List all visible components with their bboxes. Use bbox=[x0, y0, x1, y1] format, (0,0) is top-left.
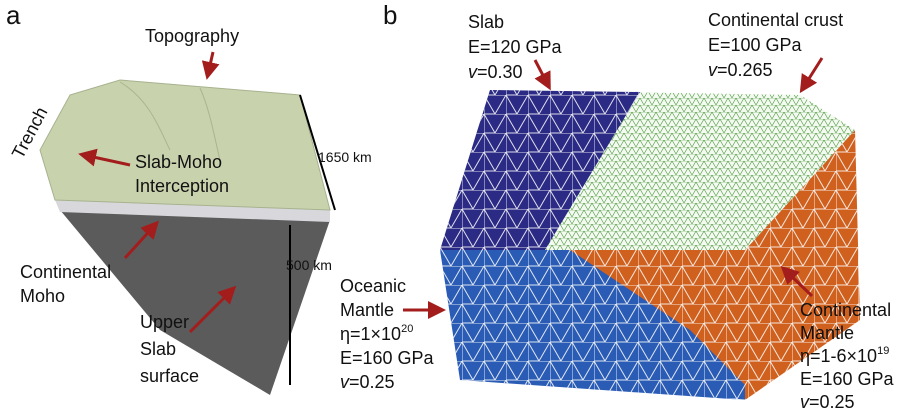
symbol: v bbox=[708, 60, 718, 80]
label: v=0.265 bbox=[708, 60, 773, 80]
dimension-label: 500 km bbox=[286, 257, 332, 273]
label: E=160 GPa bbox=[340, 348, 435, 368]
label: Mantle bbox=[340, 300, 394, 320]
side-mesh bbox=[745, 130, 860, 400]
value: =0.25 bbox=[809, 392, 855, 412]
label: E=120 GPa bbox=[468, 37, 563, 57]
label: Continental crust bbox=[708, 10, 843, 30]
label: Upper bbox=[140, 312, 189, 332]
slab-mesh bbox=[440, 90, 640, 250]
label: v=0.25 bbox=[340, 372, 395, 392]
symbol: v bbox=[800, 392, 810, 412]
label: Slab bbox=[140, 339, 176, 359]
label: surface bbox=[140, 366, 199, 386]
label: Oceanic bbox=[340, 276, 406, 296]
arrow bbox=[533, 59, 551, 91]
base: η=1-6×10 bbox=[800, 346, 877, 366]
label: v=0.25 bbox=[800, 392, 855, 412]
arrow bbox=[799, 57, 824, 94]
label: Continental bbox=[20, 262, 111, 282]
panel-label: a bbox=[6, 0, 21, 30]
label: η=1-6×1019 bbox=[800, 345, 889, 366]
label: E=160 GPa bbox=[800, 369, 895, 389]
label: Topography bbox=[145, 26, 239, 46]
symbol: v bbox=[340, 372, 350, 392]
symbol: v bbox=[468, 62, 478, 82]
front-mesh bbox=[440, 250, 745, 400]
exponent: 20 bbox=[401, 323, 413, 335]
arrow bbox=[188, 285, 237, 334]
label: Slab bbox=[468, 12, 504, 32]
dimension-line bbox=[299, 94, 336, 211]
label: Slab-Moho bbox=[135, 152, 222, 172]
label: Moho bbox=[20, 286, 65, 306]
topography-surface bbox=[39, 79, 331, 211]
arrow bbox=[78, 148, 131, 167]
value: =0.25 bbox=[349, 372, 395, 392]
arrow bbox=[780, 265, 814, 298]
label: Mantle bbox=[800, 323, 854, 343]
base: η=1×10 bbox=[340, 324, 401, 344]
arrow bbox=[201, 51, 220, 80]
arrow bbox=[123, 220, 160, 260]
label: η=1×1020 bbox=[340, 323, 413, 344]
panel-label: b bbox=[383, 0, 397, 30]
label: Continental bbox=[800, 300, 891, 320]
dimension-label: 1650 km bbox=[318, 149, 372, 165]
value: =0.30 bbox=[477, 62, 523, 82]
exponent: 19 bbox=[877, 345, 889, 357]
label: E=100 GPa bbox=[708, 35, 803, 55]
value: =0.265 bbox=[717, 60, 773, 80]
moho-edge bbox=[55, 200, 330, 222]
relief bbox=[119, 81, 221, 161]
label: v=0.30 bbox=[468, 62, 523, 82]
label: Interception bbox=[135, 176, 229, 196]
